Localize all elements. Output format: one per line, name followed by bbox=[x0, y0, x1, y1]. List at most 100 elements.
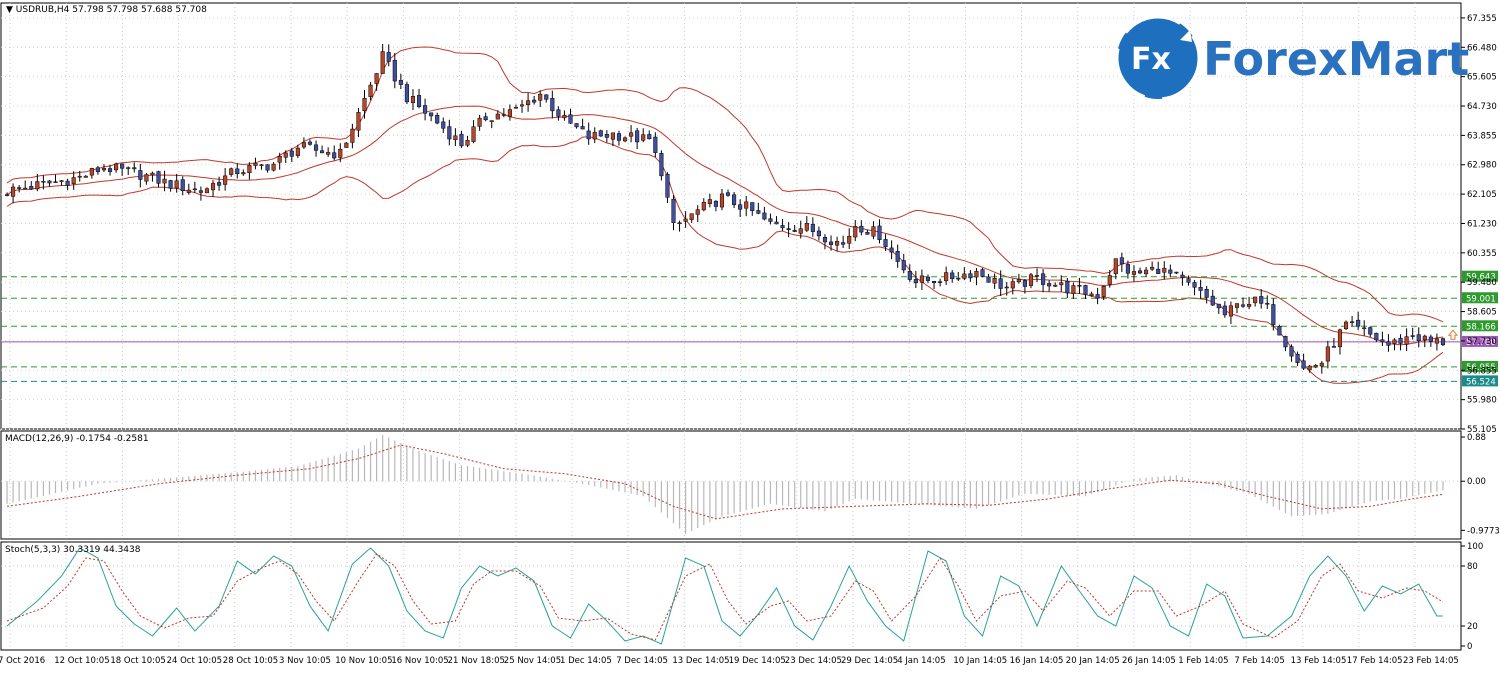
candle-body bbox=[180, 179, 185, 191]
candle-body bbox=[1404, 336, 1409, 345]
candle-body bbox=[913, 279, 918, 284]
candle-body bbox=[1416, 334, 1421, 342]
candle-body bbox=[356, 112, 361, 131]
candle-body bbox=[756, 210, 761, 214]
candle-body bbox=[168, 180, 173, 189]
candle-body bbox=[713, 200, 718, 207]
x-tick-label: 13 Feb 14:05 bbox=[1291, 656, 1347, 666]
current-price-label: 57.700 bbox=[1466, 338, 1496, 348]
x-tick-label: 29 Dec 14:05 bbox=[841, 656, 898, 666]
candle-body bbox=[1131, 271, 1137, 275]
candle-body bbox=[1440, 338, 1446, 346]
logo-arrow-icon bbox=[1180, 30, 1192, 42]
candle-body bbox=[229, 168, 234, 175]
logo-ring bbox=[1115, 15, 1201, 101]
candle-body bbox=[1004, 286, 1009, 289]
candle-body bbox=[1350, 321, 1355, 323]
stoch-y-tick-label: 20 bbox=[1467, 622, 1478, 632]
candle-body bbox=[1228, 305, 1233, 317]
candle-body bbox=[320, 150, 325, 154]
y-tick-label: 58.605 bbox=[1467, 308, 1497, 318]
candle-body bbox=[822, 237, 828, 243]
candle-body bbox=[683, 218, 688, 222]
candle-body bbox=[1077, 284, 1082, 287]
candle-body bbox=[883, 239, 888, 248]
bollinger-upper-band bbox=[6, 46, 1444, 323]
candle-body bbox=[919, 275, 924, 283]
candle-body bbox=[792, 229, 797, 232]
x-tick-label: 23 Feb 14:05 bbox=[1403, 656, 1459, 666]
candle-body bbox=[810, 223, 815, 232]
candle-body bbox=[944, 272, 949, 282]
candle-body bbox=[53, 181, 58, 183]
candle-body bbox=[1356, 319, 1361, 327]
candle-body bbox=[1083, 285, 1088, 295]
stoch-y-tick-label: 0 bbox=[1467, 642, 1472, 652]
candle-body bbox=[786, 228, 791, 231]
candle-body bbox=[307, 141, 313, 145]
candle-body bbox=[1162, 267, 1167, 273]
title-arrow-icon[interactable]: ▼ bbox=[6, 5, 16, 15]
candle-body bbox=[392, 59, 397, 82]
x-tick-label: 1 Feb 14:05 bbox=[1178, 656, 1228, 666]
candle-body bbox=[931, 280, 937, 283]
candle-body bbox=[204, 188, 210, 194]
candle-body bbox=[453, 135, 458, 141]
candle-body bbox=[689, 213, 694, 220]
candle-body bbox=[513, 107, 519, 109]
y-tick-label: 64.730 bbox=[1467, 102, 1497, 112]
candle-body bbox=[629, 132, 634, 137]
candle-body bbox=[344, 142, 349, 148]
candle-body bbox=[568, 114, 573, 124]
y-tick-label: 60.355 bbox=[1467, 249, 1497, 259]
candle-body bbox=[89, 168, 94, 176]
y-axis-labels: 67.355 66.480 65.605 64.730 63.855 62.980 62.1… bbox=[1461, 14, 1500, 652]
level-lines: 59.643 59.001 58.166 56.955 56.524 57.700 bbox=[1, 270, 1498, 387]
candle-body bbox=[447, 126, 452, 140]
macd-y-tick-label: 0.88 bbox=[1467, 433, 1486, 443]
candle-body bbox=[1398, 337, 1403, 344]
candle-body bbox=[465, 140, 470, 146]
candle-body bbox=[635, 130, 640, 143]
x-tick-label: 12 Oct 10:05 bbox=[54, 656, 109, 666]
candle-body bbox=[1125, 264, 1130, 274]
candle-body bbox=[768, 218, 773, 222]
candle-body bbox=[1428, 336, 1433, 342]
level-price-label: 56.955 bbox=[1466, 363, 1496, 373]
candle-body bbox=[271, 163, 276, 171]
y-tick-label: 66.480 bbox=[1467, 43, 1497, 53]
candle-body bbox=[1289, 346, 1294, 357]
candle-body bbox=[1234, 303, 1240, 308]
candle-body bbox=[29, 186, 34, 190]
candle-body bbox=[313, 144, 319, 151]
candle-body bbox=[47, 180, 52, 184]
candle-body bbox=[956, 277, 961, 280]
candle-body bbox=[114, 163, 119, 171]
logo-mark-text: Fx bbox=[1131, 42, 1171, 77]
candle-body bbox=[1277, 326, 1282, 336]
candle-body bbox=[641, 134, 646, 141]
candle-body bbox=[217, 182, 222, 186]
x-tick-label: 18 Oct 10:05 bbox=[110, 656, 165, 666]
candle-body bbox=[677, 222, 682, 224]
x-tick-label: 10 Nov 10:05 bbox=[335, 656, 392, 666]
x-tick-label: 16 Jan 14:05 bbox=[1010, 656, 1064, 666]
candle-body bbox=[65, 180, 70, 186]
candle-body bbox=[986, 276, 991, 283]
candle-body bbox=[610, 132, 615, 140]
y-tick-label: 62.980 bbox=[1467, 161, 1497, 171]
main-panel-frame bbox=[0, 2, 1462, 430]
logo-brand-text: ForexMart bbox=[1203, 32, 1469, 86]
candle-body bbox=[350, 128, 355, 143]
candle-body bbox=[404, 84, 409, 103]
candle-body bbox=[483, 116, 488, 121]
candle-body bbox=[1180, 274, 1185, 278]
candle-body bbox=[501, 114, 506, 116]
candle-body bbox=[277, 156, 282, 163]
candle-body bbox=[1240, 304, 1246, 307]
candle-body bbox=[647, 134, 652, 140]
candle-body bbox=[816, 230, 821, 237]
candle-body bbox=[295, 147, 300, 156]
